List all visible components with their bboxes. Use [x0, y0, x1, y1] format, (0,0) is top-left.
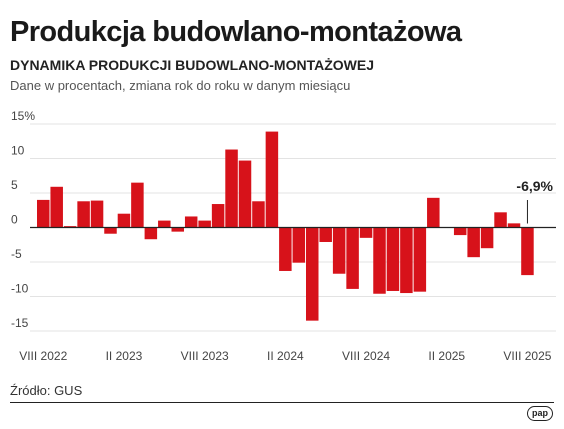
bar: [63, 226, 77, 228]
bar: [37, 199, 50, 228]
bar: [265, 131, 279, 228]
bar: [306, 227, 319, 321]
bar: [211, 204, 225, 228]
bar: [184, 216, 198, 228]
bar: [279, 227, 292, 271]
bar: [77, 201, 90, 228]
bar: [104, 227, 117, 234]
bar: [144, 227, 158, 240]
bar: [413, 227, 427, 292]
x-tick-label: VIII 2022: [19, 349, 67, 363]
bar: [131, 182, 144, 228]
bar: [171, 227, 184, 232]
bar: [225, 149, 238, 228]
bar: [198, 220, 211, 228]
source-note: Źródło: GUS: [10, 383, 83, 398]
x-tick-label: II 2023: [106, 349, 143, 363]
bar: [117, 213, 131, 228]
x-tick-label: VIII 2024: [342, 349, 390, 363]
footer-divider: [10, 402, 554, 403]
bar: [373, 227, 386, 294]
x-tick-label: VIII 2023: [181, 349, 229, 363]
y-axis-ticks: 15% 10 5 0 -5 -10 -15: [11, 109, 35, 330]
x-tick-label: II 2024: [267, 349, 304, 363]
pap-logo: pap: [527, 406, 553, 421]
bars: [37, 131, 534, 321]
annotation-label: -6,9%: [516, 178, 553, 194]
bar: [158, 220, 171, 228]
bar: [521, 227, 534, 276]
y-tick-label: 15%: [11, 109, 35, 123]
bar: [453, 227, 467, 236]
bar: [332, 227, 346, 274]
bar: [50, 186, 63, 228]
bar: [400, 227, 413, 294]
x-axis-ticks: VIII 2022 II 2023 VIII 2023 II 2024 VIII 202…: [19, 349, 552, 363]
bar: [494, 212, 507, 228]
bar: [238, 160, 252, 228]
bar: [346, 227, 359, 289]
bar: [467, 227, 480, 258]
bar: [386, 227, 400, 291]
bar: [359, 227, 373, 238]
y-tick-label: -15: [11, 316, 29, 330]
bar: [90, 200, 104, 228]
bar: [319, 227, 332, 242]
y-tick-label: 10: [11, 144, 25, 158]
y-tick-label: 0: [11, 213, 18, 227]
x-tick-label: VIII 2025: [503, 349, 551, 363]
bar: [252, 201, 265, 228]
bar: [507, 223, 521, 228]
y-tick-label: 5: [11, 178, 18, 192]
chart-title: Produkcja budowlano-montażowa: [10, 16, 462, 48]
y-tick-label: -5: [11, 247, 22, 261]
y-tick-label: -10: [11, 282, 29, 296]
bar: [480, 227, 494, 249]
annotations: -6,9%: [516, 178, 554, 224]
chart-note: Dane w procentach, zmiana rok do roku w …: [10, 78, 351, 93]
bar: [292, 227, 306, 263]
x-tick-label: II 2025: [428, 349, 465, 363]
chart-subtitle: DYNAMIKA PRODUKCJI BUDOWLANO-MONTAŻOWEJ: [10, 57, 374, 73]
bar: [427, 197, 440, 228]
